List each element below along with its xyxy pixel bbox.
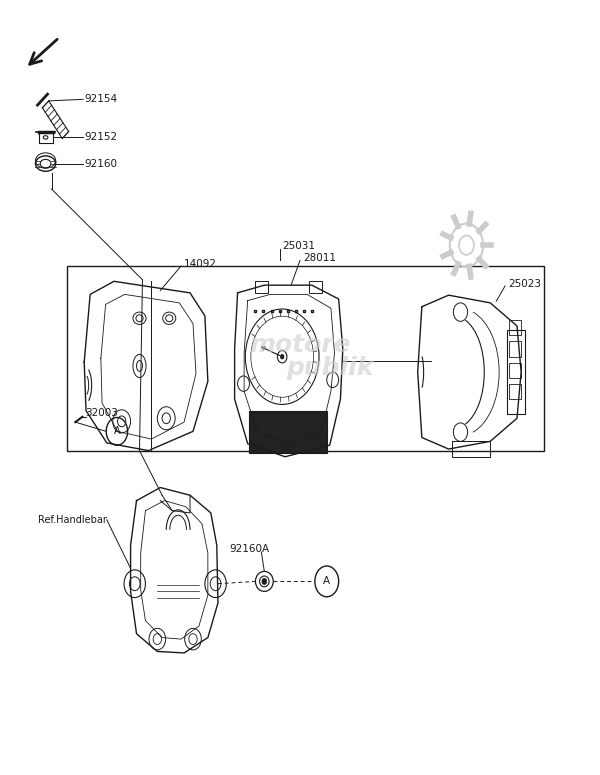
Text: 32003: 32003 <box>85 408 118 418</box>
Text: publik: publik <box>286 356 373 381</box>
Bar <box>509 363 521 378</box>
Text: 92152: 92152 <box>85 133 118 143</box>
Text: 92154: 92154 <box>85 95 118 105</box>
Bar <box>509 320 521 335</box>
Text: 92160A: 92160A <box>229 544 269 554</box>
Bar <box>250 411 327 453</box>
Bar <box>507 330 524 415</box>
Circle shape <box>262 578 267 584</box>
Text: 25023: 25023 <box>508 279 541 288</box>
Text: A: A <box>113 426 120 436</box>
Text: Ref.Handlebar: Ref.Handlebar <box>38 515 107 525</box>
Text: 92160: 92160 <box>85 159 118 169</box>
Text: 14092: 14092 <box>184 259 217 269</box>
Text: 25031: 25031 <box>282 241 315 251</box>
Bar <box>309 281 322 293</box>
Text: 28011: 28011 <box>303 253 336 264</box>
Text: A: A <box>323 577 331 587</box>
Bar <box>452 441 490 456</box>
Text: motore: motore <box>249 333 351 357</box>
Bar <box>256 281 268 293</box>
Circle shape <box>280 354 284 359</box>
Bar <box>67 266 544 450</box>
Bar <box>509 384 521 399</box>
Bar <box>509 341 521 356</box>
